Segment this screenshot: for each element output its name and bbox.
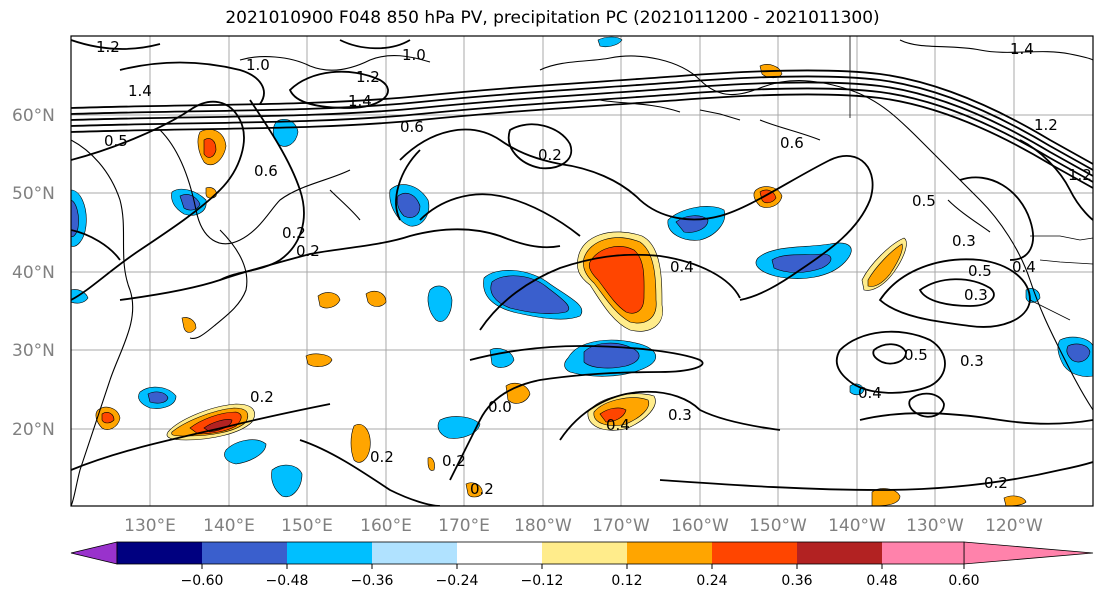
lon-label: 160°E bbox=[360, 516, 412, 536]
contour-label: 0.5 bbox=[968, 262, 992, 280]
contour-label: 0.2 bbox=[538, 146, 562, 164]
lat-label: 20°N bbox=[12, 420, 55, 440]
colorbar-tick-label: −0.12 bbox=[521, 573, 564, 589]
contour-label: 0.5 bbox=[912, 192, 936, 210]
colorbar-tick-label: 0.12 bbox=[611, 573, 642, 589]
lon-label: 140°E bbox=[203, 516, 255, 536]
borders bbox=[849, 36, 1093, 321]
contour-label: 0.3 bbox=[952, 232, 976, 250]
contour-label: 0.5 bbox=[104, 132, 128, 150]
contour-label: 1.4 bbox=[128, 82, 152, 100]
colorbar-segment bbox=[117, 542, 202, 564]
contour-label: 0.2 bbox=[984, 474, 1008, 492]
contour-label: 0.4 bbox=[670, 258, 694, 276]
contour-labels: 1.2 1.0 1.4 1.2 1.4 1.0 0.6 0.5 0.6 0.2 … bbox=[96, 38, 1092, 498]
contour-label: 1.2 bbox=[1034, 116, 1058, 134]
colorbar-segment bbox=[797, 542, 882, 564]
contour-label: 0.2 bbox=[296, 242, 320, 260]
contour-label: 0.4 bbox=[606, 416, 630, 434]
contour-label: 0.6 bbox=[400, 118, 424, 136]
contour-label: 0.0 bbox=[488, 398, 512, 416]
pv-contours bbox=[71, 39, 1093, 506]
colorbar-segment bbox=[882, 542, 964, 564]
colorbar-tick-label: 0.36 bbox=[781, 573, 812, 589]
lat-label: 40°N bbox=[12, 263, 55, 283]
colorbar-ticks bbox=[201, 564, 965, 569]
lon-label: 130°W bbox=[906, 516, 964, 536]
lon-label: 120°W bbox=[985, 516, 1043, 536]
longitude-labels: 130°E 140°E 150°E 160°E 170°E 180°W 170°… bbox=[124, 516, 1043, 536]
contour-label: 0.2 bbox=[442, 452, 466, 470]
contour-label: 0.4 bbox=[858, 384, 882, 402]
contour-label: 0.3 bbox=[960, 352, 984, 370]
lon-label: 150°W bbox=[749, 516, 807, 536]
colorbar-tick-label: 0.24 bbox=[696, 573, 727, 589]
contour-label: 0.5 bbox=[904, 346, 928, 364]
gridlines bbox=[71, 36, 1093, 506]
colorbar-extend-right bbox=[963, 541, 1094, 565]
colorbar-segment bbox=[712, 542, 797, 564]
lon-label: 160°W bbox=[671, 516, 729, 536]
colorbar-segment bbox=[542, 542, 627, 564]
contour-label: 1.4 bbox=[1010, 40, 1034, 58]
lat-label: 50°N bbox=[12, 184, 55, 204]
lon-label: 140°W bbox=[828, 516, 886, 536]
contour-label: 1.2 bbox=[96, 38, 120, 56]
colorbar: −0.60 −0.48 −0.36 −0.24 −0.12 0.12 0.24 … bbox=[70, 541, 1094, 589]
lon-label: 170°E bbox=[438, 516, 490, 536]
colorbar-tick-label: 0.48 bbox=[866, 573, 897, 589]
contour-label: 1.4 bbox=[348, 92, 372, 110]
lon-label: 150°E bbox=[281, 516, 333, 536]
map-title: 2021010900 F048 850 hPa PV, precipitatio… bbox=[225, 8, 880, 28]
contour-label: 0.3 bbox=[964, 286, 988, 304]
contour-label: 1.2 bbox=[356, 68, 380, 86]
contour-label: 1.0 bbox=[246, 56, 270, 74]
colorbar-tick-label: 0.60 bbox=[948, 573, 979, 589]
lon-label: 180°W bbox=[514, 516, 572, 536]
colorbar-tick-label: −0.48 bbox=[266, 573, 309, 589]
colorbar-segment bbox=[457, 542, 542, 564]
colorbar-tick-label: −0.60 bbox=[181, 573, 224, 589]
contour-label: 0.2 bbox=[250, 388, 274, 406]
contour-label: 0.2 bbox=[370, 448, 394, 466]
colorbar-tick-label: −0.36 bbox=[351, 573, 394, 589]
contour-label: 0.6 bbox=[254, 162, 278, 180]
map-frame bbox=[70, 35, 1094, 507]
contour-label: 0.4 bbox=[1012, 258, 1036, 276]
lon-label: 170°W bbox=[592, 516, 650, 536]
colorbar-segment bbox=[202, 542, 287, 564]
contour-label: 0.3 bbox=[668, 406, 692, 424]
lon-label: 130°E bbox=[124, 516, 176, 536]
colorbar-segment bbox=[372, 542, 457, 564]
lat-label: 30°N bbox=[12, 341, 55, 361]
contour-label: 0.2 bbox=[282, 224, 306, 242]
colorbar-tick-labels: −0.60 −0.48 −0.36 −0.24 −0.12 0.12 0.24 … bbox=[181, 573, 980, 589]
latitude-labels: 60°N 50°N 40°N 30°N 20°N bbox=[12, 106, 55, 440]
contour-label: 1.0 bbox=[402, 46, 426, 64]
colorbar-segment bbox=[627, 542, 712, 564]
colorbar-tick-label: −0.24 bbox=[436, 573, 479, 589]
colorbar-segment bbox=[287, 542, 372, 564]
colorbar-extend-left bbox=[70, 541, 118, 565]
lat-label: 60°N bbox=[12, 106, 55, 126]
contour-label: 0.2 bbox=[470, 480, 494, 498]
contour-label: 1.2 bbox=[1068, 166, 1092, 184]
contour-label: 0.6 bbox=[780, 134, 804, 152]
